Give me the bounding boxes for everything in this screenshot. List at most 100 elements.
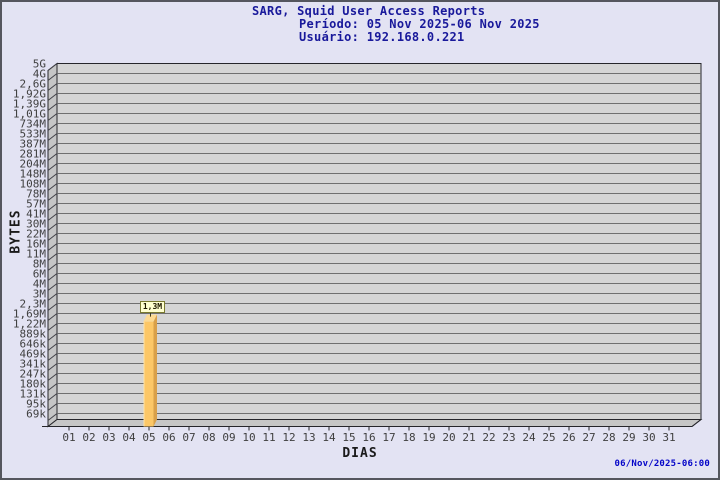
x-tick-label: 25	[542, 431, 555, 444]
y-tick-label: 1,22M	[13, 318, 46, 331]
y-tick-connector	[47, 303, 58, 311]
x-tick-label: 01	[62, 431, 75, 444]
y-tick-label: 180k	[20, 378, 47, 391]
y-tick-label: 889k	[20, 328, 47, 341]
y-tick-label: 41M	[26, 208, 46, 221]
y-tick-connector	[47, 223, 58, 231]
y-tick-label: 3M	[33, 288, 47, 301]
y-tick-connector	[47, 273, 58, 281]
y-tick-label: 4G	[33, 68, 46, 81]
x-tick-label: 13	[302, 431, 315, 444]
y-tick-label: 148M	[20, 168, 47, 181]
y-tick-connector	[47, 253, 58, 261]
chart-period: Período: 05 Nov 2025-06 Nov 2025	[299, 17, 540, 31]
y-tick-connector	[47, 413, 58, 421]
chart-title: SARG, Squid User Access Reports	[252, 4, 486, 18]
y-tick-label: 5G	[33, 58, 46, 71]
y-tick-label: 2,6G	[20, 78, 47, 91]
y-tick-connector	[47, 183, 58, 191]
y-tick-connector	[47, 293, 58, 301]
y-tick-label: 204M	[20, 158, 47, 171]
x-tick-label: 09	[222, 431, 235, 444]
x-tick-label: 04	[122, 431, 136, 444]
y-tick-connector	[47, 93, 58, 101]
x-tick-label: 27	[582, 431, 595, 444]
y-tick-label: 1,92G	[13, 88, 46, 101]
x-tick-label: 16	[362, 431, 375, 444]
x-tick-label: 02	[82, 431, 95, 444]
x-tick-label: 03	[102, 431, 115, 444]
y-tick-label: 387M	[20, 138, 47, 151]
y-tick-connector	[47, 193, 58, 201]
y-tick-label: 30M	[26, 218, 46, 231]
y-tick-label: 57M	[26, 198, 46, 211]
y-tick-label: 16M	[26, 238, 46, 251]
y-tick-connector	[47, 333, 58, 341]
y-tick-connector	[47, 283, 58, 291]
x-tick-label: 20	[442, 431, 455, 444]
x-axis-title: DIAS	[342, 446, 378, 461]
x-tick-label: 31	[662, 431, 675, 444]
y-tick-label: 1,69M	[13, 308, 46, 321]
y-tick-label: 1,01G	[13, 108, 46, 121]
y-tick-label: 6M	[33, 268, 47, 281]
x-tick-label: 23	[502, 431, 515, 444]
y-tick-label: 22M	[26, 228, 46, 241]
y-tick-label: 131k	[20, 388, 47, 401]
y-tick-connector	[47, 173, 58, 181]
y-tick-connector	[47, 73, 58, 81]
x-tick-label: 10	[242, 431, 255, 444]
bar-top-face	[143, 314, 157, 322]
y-tick-label: 533M	[20, 128, 47, 141]
x-tick-label: 14	[322, 431, 336, 444]
x-tick-label: 19	[422, 431, 435, 444]
chart-user: Usuário: 192.168.0.221	[299, 30, 465, 44]
x-tick-label: 11	[262, 431, 275, 444]
x-tick-label: 17	[382, 431, 395, 444]
y-tick-connector	[47, 63, 58, 71]
y-tick-connector	[47, 203, 58, 211]
bar-value-label: 1,3M	[140, 301, 165, 313]
y-tick-connector	[47, 343, 58, 351]
y-tick-label: 247k	[20, 368, 47, 381]
y-tick-connector	[47, 233, 58, 241]
x-tick-label: 21	[462, 431, 475, 444]
x-tick-label: 07	[182, 431, 195, 444]
y-tick-connector	[47, 383, 58, 391]
y-tick-connector	[47, 103, 58, 111]
y-tick-label: 734M	[20, 118, 47, 131]
y-tick-label: 4M	[33, 278, 47, 291]
x-tick-label: 29	[622, 431, 635, 444]
x-tick-label: 24	[522, 431, 536, 444]
y-tick-connector	[47, 323, 58, 331]
y-tick-label: 2,3M	[20, 298, 47, 311]
y-tick-label: 95k	[26, 398, 46, 411]
y-tick-label: 78M	[26, 188, 46, 201]
x-tick-label: 28	[602, 431, 615, 444]
y-tick-connector	[47, 123, 58, 131]
x-tick-label: 22	[482, 431, 495, 444]
x-tick-label: 18	[402, 431, 415, 444]
y-tick-connector	[47, 263, 58, 271]
y-tick-connector	[47, 353, 58, 361]
y-tick-connector	[47, 313, 58, 321]
y-tick-label: 341k	[20, 358, 47, 371]
y-tick-connector	[47, 243, 58, 251]
y-tick-connector	[47, 213, 58, 221]
y-tick-connector	[47, 113, 58, 121]
y-tick-label: 281M	[20, 148, 47, 161]
y-tick-label: 11M	[26, 248, 46, 261]
plot-area	[56, 63, 702, 420]
y-tick-connector	[47, 153, 58, 161]
bar-side-face	[153, 314, 157, 427]
y-tick-label: 469k	[20, 348, 47, 361]
x-axis-corner	[691, 419, 702, 427]
x-tick-label: 26	[562, 431, 575, 444]
y-tick-connector	[47, 363, 58, 371]
y-tick-connector	[47, 163, 58, 171]
x-tick-label: 05	[142, 431, 155, 444]
x-tick-label: 15	[342, 431, 355, 444]
y-tick-connector	[47, 403, 58, 411]
